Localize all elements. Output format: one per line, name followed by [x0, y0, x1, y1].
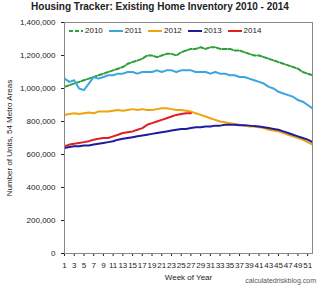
svg-text:600,000: 600,000 [27, 150, 56, 159]
svg-text:1,400,000: 1,400,000 [20, 18, 56, 27]
svg-text:9: 9 [101, 261, 106, 270]
svg-text:1,200,000: 1,200,000 [20, 51, 56, 60]
html-text:calculatedriskblog.com: calculatedriskblog.com [245, 277, 316, 284]
svg-text:Number of Units, 54 Metro Area: Number of Units, 54 Metro Areas [5, 80, 14, 197]
svg-text:33: 33 [216, 261, 225, 270]
html-text:2013: 2013 [203, 26, 222, 35]
svg-text:1: 1 [62, 261, 67, 270]
svg-text:23: 23 [167, 261, 176, 270]
svg-text:43: 43 [264, 261, 273, 270]
html-text:2010: 2010 [85, 26, 103, 35]
svg-text:25: 25 [177, 261, 186, 270]
svg-text:45: 45 [274, 261, 283, 270]
svg-text:41: 41 [255, 261, 264, 270]
svg-text:17: 17 [138, 261, 147, 270]
svg-text:15: 15 [128, 261, 137, 270]
svg-text:11: 11 [109, 261, 118, 270]
svg-text:29: 29 [196, 261, 205, 270]
svg-text:39: 39 [245, 261, 254, 270]
svg-text:0: 0 [51, 249, 56, 258]
svg-text:7: 7 [91, 261, 96, 270]
svg-text:1,000,000: 1,000,000 [20, 84, 56, 93]
svg-text:27: 27 [186, 261, 195, 270]
html-text:2012: 2012 [164, 26, 182, 35]
svg-text:51: 51 [303, 261, 312, 270]
svg-text:800,000: 800,000 [27, 117, 56, 126]
html-text:Housing Tracker: Existing Home: Housing Tracker: Existing Home Inventory… [31, 1, 289, 12]
svg-text:31: 31 [206, 261, 215, 270]
svg-text:400,000: 400,000 [27, 183, 56, 192]
svg-text:3: 3 [72, 261, 77, 270]
html-text:2014: 2014 [243, 26, 262, 35]
svg-text:47: 47 [284, 261, 293, 270]
svg-text:21: 21 [157, 261, 166, 270]
svg-text:35: 35 [225, 261, 234, 270]
html-text:2011: 2011 [124, 26, 142, 35]
svg-text:5: 5 [82, 261, 87, 270]
svg-text:37: 37 [235, 261, 244, 270]
svg-text:13: 13 [118, 261, 127, 270]
svg-text:200,000: 200,000 [27, 216, 56, 225]
svg-text:Week of Year: Week of Year [165, 273, 213, 282]
svg-text:49: 49 [293, 261, 302, 270]
svg-text:19: 19 [148, 261, 157, 270]
